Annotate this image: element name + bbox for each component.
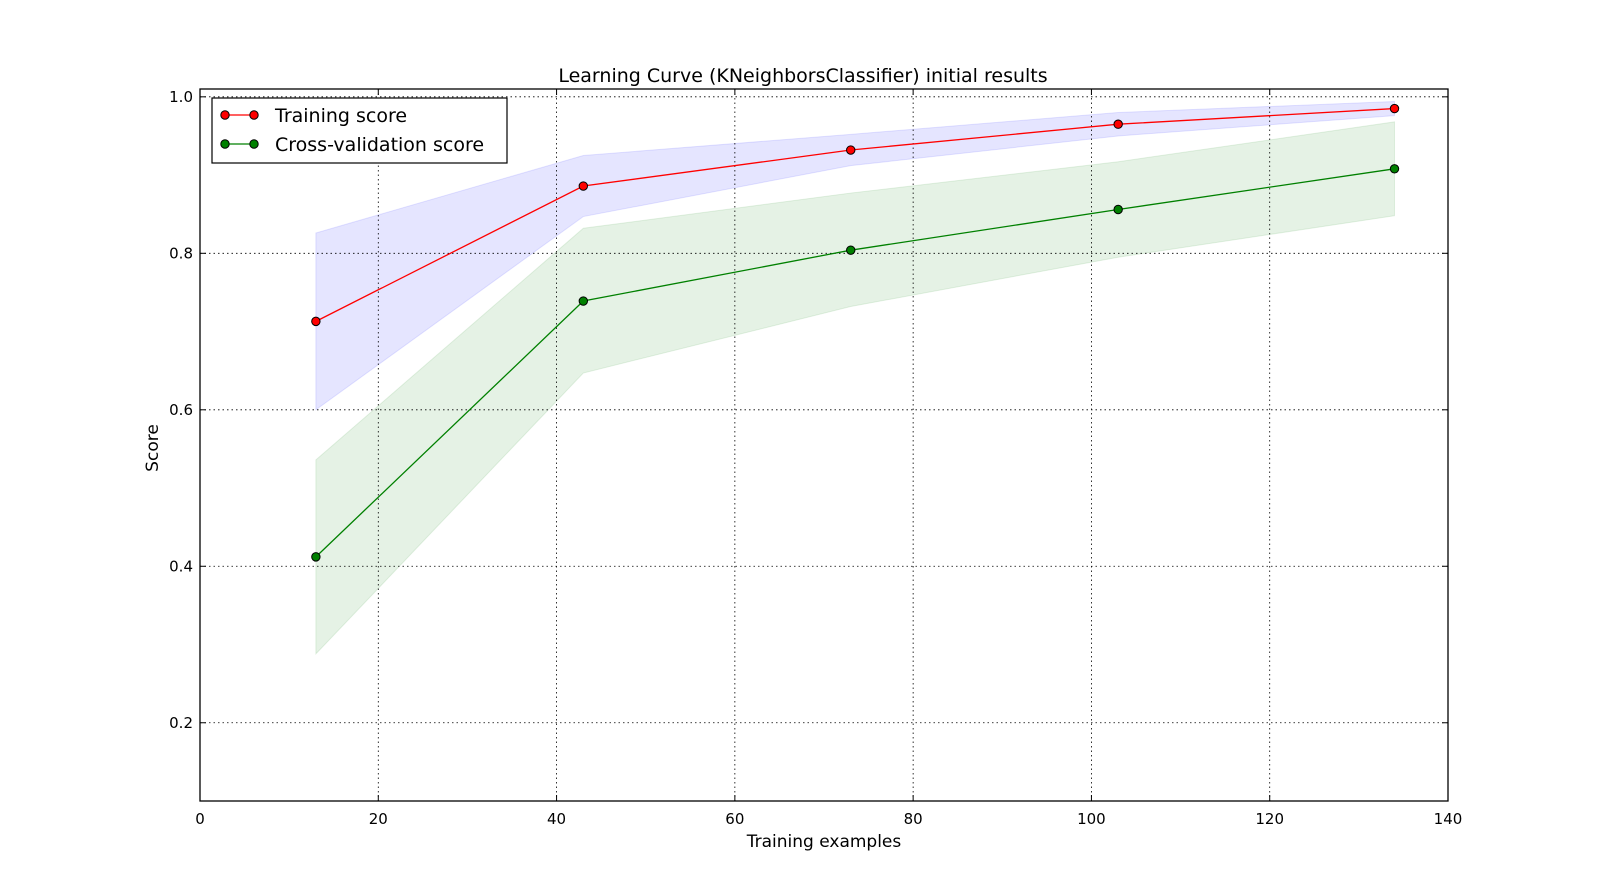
plot-frame xyxy=(199,88,1449,802)
x-axis-label: Training examples xyxy=(746,832,902,852)
x-tick-label-2: 40 xyxy=(547,810,566,828)
point-series-1-3 xyxy=(1113,204,1123,215)
point-series-1-1 xyxy=(578,296,589,306)
grid-lines xyxy=(200,89,1448,801)
x-tick-label-4: 80 xyxy=(904,810,923,828)
x-tick-label-5: 100 xyxy=(1077,810,1106,828)
x-tick-label-0: 0 xyxy=(195,810,205,828)
confidence-bands xyxy=(315,100,1396,656)
y-tick-label-0: 0.2 xyxy=(169,714,193,732)
legend-marker-a-0 xyxy=(220,110,230,120)
y-axis-label: Score xyxy=(143,424,163,472)
point-series-0-2 xyxy=(846,145,856,155)
y-tick-label-4: 1.0 xyxy=(169,88,193,106)
band-series-1 xyxy=(315,121,1396,656)
y-tick-label-3: 0.8 xyxy=(169,244,193,262)
point-series-0-1 xyxy=(578,181,589,191)
x-tick-label-3: 60 xyxy=(725,810,744,828)
point-series-1-4 xyxy=(1389,164,1400,174)
point-series-0-4 xyxy=(1389,103,1400,114)
legend-marker-b-0 xyxy=(249,110,259,120)
legend-label-1: Cross-validation score xyxy=(275,134,484,156)
point-series-1-0 xyxy=(311,552,321,562)
chart-title: Learning Curve (KNeighborsClassifier) in… xyxy=(558,65,1047,87)
legend-marker-a-1 xyxy=(220,139,230,149)
legend-marker-b-1 xyxy=(249,139,259,149)
x-tick-label-7: 140 xyxy=(1434,810,1463,828)
legend-box xyxy=(211,97,508,164)
point-series-0-3 xyxy=(1113,119,1123,129)
legend-label-0: Training score xyxy=(274,105,407,127)
point-series-0-0 xyxy=(311,316,321,327)
x-tick-label-1: 20 xyxy=(369,810,388,828)
point-series-1-2 xyxy=(846,245,856,255)
axis-ticks: 0 20 40 60 80 100 120 140 0.2 0.4 0.6 0.8 1.0 xyxy=(169,88,1462,828)
x-tick-label-6: 120 xyxy=(1255,810,1284,828)
legend: Training score Cross-validation score xyxy=(211,97,508,164)
y-tick-label-2: 0.6 xyxy=(169,401,193,419)
y-tick-label-1: 0.4 xyxy=(169,557,193,575)
series-markers xyxy=(311,103,1400,562)
band-series-0 xyxy=(315,100,1396,411)
